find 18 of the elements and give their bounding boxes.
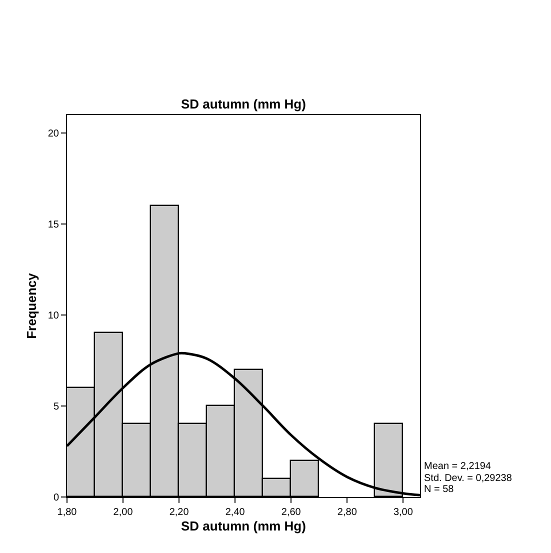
x-tick-label: 2,40 <box>225 507 246 518</box>
text: Mean = 2,2194 <box>424 461 492 472</box>
y-tick-label: 10 <box>48 310 60 322</box>
y-tick-label: 15 <box>48 220 60 231</box>
x-tick-label: 2,20 <box>169 507 190 518</box>
text: N = 58 <box>424 484 454 495</box>
y-axis-title: Frequency <box>24 272 39 339</box>
x-tick-label: 2,80 <box>337 507 358 518</box>
x-tick-label: 1,80 <box>57 507 78 518</box>
text: Std. Dev. = 0,29238 <box>424 473 512 484</box>
chart-title: SD autumn (mm Hg) <box>181 96 306 112</box>
x-tick-label: 2,60 <box>281 507 302 518</box>
y-tick-label: 0 <box>53 492 60 504</box>
x-tick-label: 3,00 <box>393 507 414 518</box>
y-tick-label: 20 <box>48 128 60 140</box>
x-axis-title: SD autumn (mm Hg) <box>181 518 306 534</box>
x-tick-label: 2,00 <box>113 507 134 518</box>
y-tick-label: 5 <box>53 402 60 413</box>
